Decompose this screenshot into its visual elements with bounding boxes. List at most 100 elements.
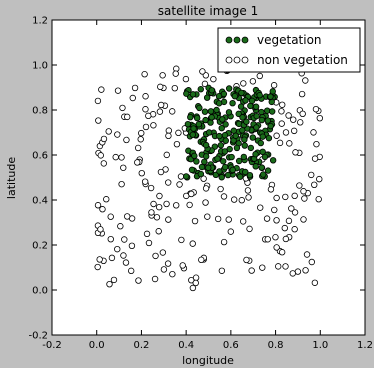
point-non-vegetation xyxy=(123,113,131,121)
point-non-vegetation xyxy=(217,185,224,193)
point-non-vegetation xyxy=(107,235,114,243)
point-non-vegetation xyxy=(118,180,125,188)
y-tick-label: -0.2 xyxy=(28,331,48,342)
point-vegetation xyxy=(208,87,216,94)
point-non-vegetation xyxy=(120,164,127,171)
point-non-vegetation xyxy=(159,72,166,79)
x-axis-title: longitude xyxy=(182,354,234,367)
point-non-vegetation xyxy=(134,144,142,152)
point-non-vegetation xyxy=(302,267,309,274)
point-vegetation xyxy=(225,85,233,92)
point-vegetation xyxy=(242,97,249,104)
point-vegetation xyxy=(215,100,223,107)
point-non-vegetation xyxy=(121,236,128,243)
point-non-vegetation xyxy=(150,122,157,129)
point-non-vegetation xyxy=(289,270,296,277)
point-vegetation xyxy=(261,153,269,161)
point-vegetation xyxy=(222,121,229,128)
point-non-vegetation xyxy=(165,216,172,223)
point-vegetation xyxy=(190,125,197,132)
point-non-vegetation xyxy=(157,101,165,109)
point-non-vegetation xyxy=(202,185,210,192)
point-vegetation xyxy=(242,168,249,176)
point-non-vegetation xyxy=(296,182,303,189)
point-non-vegetation xyxy=(220,193,228,200)
point-non-vegetation xyxy=(273,217,280,224)
point-vegetation xyxy=(259,148,266,156)
point-non-vegetation xyxy=(160,266,168,273)
point-non-vegetation xyxy=(138,129,145,137)
point-vegetation xyxy=(228,153,235,161)
point-vegetation xyxy=(193,158,200,165)
point-non-vegetation xyxy=(134,159,141,166)
point-non-vegetation xyxy=(286,140,293,147)
point-non-vegetation xyxy=(94,263,101,271)
point-non-vegetation xyxy=(282,193,289,201)
point-non-vegetation xyxy=(137,136,144,143)
point-vegetation xyxy=(265,134,273,142)
point-non-vegetation xyxy=(96,256,103,263)
point-non-vegetation xyxy=(135,277,142,284)
point-vegetation xyxy=(221,132,229,139)
point-non-vegetation xyxy=(122,259,130,266)
point-non-vegetation xyxy=(188,190,195,198)
point-non-vegetation xyxy=(148,209,155,216)
y-tick-label: 0.6 xyxy=(32,151,48,162)
point-non-vegetation xyxy=(210,75,217,83)
point-non-vegetation xyxy=(114,245,121,253)
point-vegetation xyxy=(218,174,225,181)
point-non-vegetation xyxy=(275,263,282,270)
point-vegetation xyxy=(201,108,209,115)
legend: vegetation non vegetation xyxy=(217,27,361,73)
point-non-vegetation xyxy=(176,181,183,188)
point-vegetation xyxy=(196,104,203,112)
point-vegetation xyxy=(264,167,272,174)
point-vegetation xyxy=(239,114,246,121)
point-non-vegetation xyxy=(281,224,288,232)
x-tick-label: 0.2 xyxy=(133,340,149,351)
point-non-vegetation xyxy=(163,151,170,159)
point-non-vegetation xyxy=(169,108,176,115)
y-tick-label: 1.2 xyxy=(32,16,48,27)
point-non-vegetation xyxy=(186,201,193,209)
point-vegetation xyxy=(221,148,229,155)
point-non-vegetation xyxy=(220,238,228,246)
legend-box xyxy=(217,27,361,73)
point-vegetation xyxy=(241,142,248,149)
point-vegetation xyxy=(229,99,236,107)
point-non-vegetation xyxy=(142,123,150,131)
point-non-vegetation xyxy=(106,280,113,288)
point-vegetation xyxy=(231,92,239,100)
point-vegetation xyxy=(235,110,242,118)
point-non-vegetation xyxy=(273,194,280,202)
point-vegetation xyxy=(183,173,190,180)
point-non-vegetation xyxy=(248,267,255,274)
point-non-vegetation xyxy=(98,86,105,93)
point-non-vegetation xyxy=(199,68,206,75)
point-non-vegetation xyxy=(227,228,234,235)
point-non-vegetation xyxy=(278,108,285,115)
point-vegetation xyxy=(235,157,243,165)
point-vegetation xyxy=(193,114,201,122)
point-non-vegetation xyxy=(147,184,155,192)
point-vegetation xyxy=(189,91,197,98)
point-non-vegetation xyxy=(201,80,209,88)
legend-marker-vegetation-3 xyxy=(241,36,249,44)
point-non-vegetation xyxy=(245,194,252,201)
point-non-vegetation xyxy=(172,70,179,77)
point-non-vegetation xyxy=(313,140,320,148)
point-non-vegetation xyxy=(257,204,264,211)
point-non-vegetation xyxy=(142,93,149,100)
point-non-vegetation xyxy=(114,131,121,138)
y-axis-title: latitude xyxy=(5,157,18,199)
point-non-vegetation xyxy=(282,235,290,243)
point-non-vegetation xyxy=(292,149,299,156)
x-tick-label: 0.6 xyxy=(223,340,239,351)
chart-title: satellite image 1 xyxy=(158,4,258,18)
point-non-vegetation xyxy=(311,279,319,286)
point-vegetation xyxy=(205,164,212,171)
point-vegetation xyxy=(238,89,245,97)
y-tick-label: 0.2 xyxy=(32,241,48,252)
point-vegetation xyxy=(267,93,274,100)
point-non-vegetation xyxy=(165,127,173,134)
